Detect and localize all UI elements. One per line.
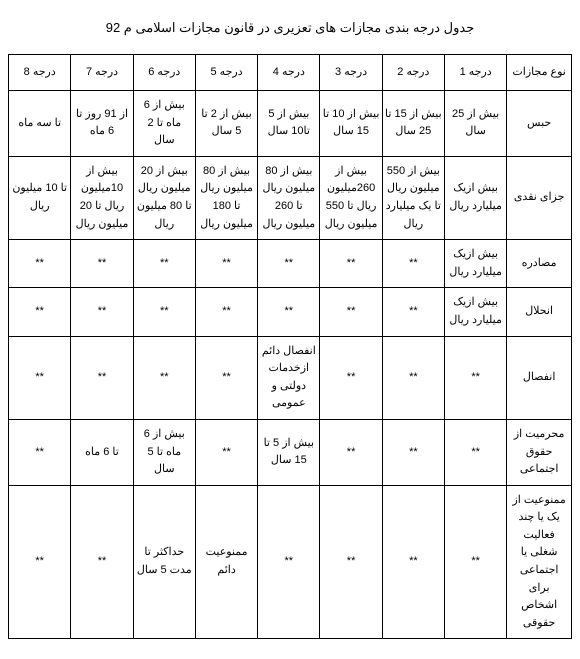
table-header-row: نوع مجازات درجه 1 درجه 2 درجه 3 درجه 4 د…	[9, 55, 572, 91]
cell: بیش از 2 تا 5 سال	[195, 91, 257, 157]
punishment-table: نوع مجازات درجه 1 درجه 2 درجه 3 درجه 4 د…	[8, 54, 572, 639]
col-header-deg6: درجه 6	[133, 55, 195, 91]
cell: بیش از 15 تا 25 سال	[382, 91, 444, 157]
cell: **	[258, 240, 320, 288]
cell: **	[9, 336, 71, 419]
cell: **	[444, 419, 506, 485]
cell: بیش از 10 تا 15 سال	[320, 91, 382, 157]
col-header-type: نوع مجازات	[507, 55, 572, 91]
col-header-deg2: درجه 2	[382, 55, 444, 91]
cell: **	[9, 419, 71, 485]
cell: **	[9, 240, 71, 288]
cell: بیش از 5 تا10 سال	[258, 91, 320, 157]
cell: **	[382, 419, 444, 485]
cell: **	[258, 288, 320, 336]
table-row: جزای نقدی بیش ازیک میلیارد ریال بیش از 5…	[9, 156, 572, 239]
cell: **	[71, 485, 133, 639]
col-header-deg4: درجه 4	[258, 55, 320, 91]
cell: بیش از 80 میلیون ریال تا 260 میلیون ریال	[258, 156, 320, 239]
row-type: محرمیت از حقوق اجتماعی	[507, 419, 572, 485]
cell: **	[320, 240, 382, 288]
cell: **	[133, 288, 195, 336]
cell: **	[444, 336, 506, 419]
cell: تا سه ماه	[9, 91, 71, 157]
cell: **	[382, 485, 444, 639]
table-row: انحلال بیش ازیک میلیارد ریال ** ** ** **…	[9, 288, 572, 336]
row-type: انحلال	[507, 288, 572, 336]
col-header-deg1: درجه 1	[444, 55, 506, 91]
cell: حداکثر تا مدت 5 سال	[133, 485, 195, 639]
table-row: حبس بیش از 25 سال بیش از 15 تا 25 سال بی…	[9, 91, 572, 157]
cell: **	[258, 485, 320, 639]
col-header-deg5: درجه 5	[195, 55, 257, 91]
table-title: جدول درجه بندی مجازات های تعزیری در قانو…	[8, 8, 572, 54]
cell: **	[320, 288, 382, 336]
cell: **	[320, 485, 382, 639]
col-header-deg3: درجه 3	[320, 55, 382, 91]
row-type: حبس	[507, 91, 572, 157]
cell: **	[320, 419, 382, 485]
table-row: مصادره بیش ازیک میلیارد ریال ** ** ** **…	[9, 240, 572, 288]
cell: **	[71, 336, 133, 419]
table-body: حبس بیش از 25 سال بیش از 15 تا 25 سال بی…	[9, 91, 572, 639]
cell: **	[382, 240, 444, 288]
cell: تا 6 ماه	[71, 419, 133, 485]
cell: تا 10 میلیون ریال	[9, 156, 71, 239]
table-row: ممنوعیت از یک یا چند فعالیت شغلی یا اجتم…	[9, 485, 572, 639]
cell: **	[133, 336, 195, 419]
cell: بیش از 260میلیون ریال تا 550 میلیون ریال	[320, 156, 382, 239]
cell: بیش از 6 ماه تا 5 سال	[133, 419, 195, 485]
cell: **	[195, 288, 257, 336]
cell: **	[195, 336, 257, 419]
cell: بیش از 25 سال	[444, 91, 506, 157]
cell: **	[195, 240, 257, 288]
cell: بیش از 10میلیون ریال تا 20 میلیون ریال	[71, 156, 133, 239]
cell: **	[320, 336, 382, 419]
row-type: انفصال	[507, 336, 572, 419]
cell: **	[444, 485, 506, 639]
cell: بیش از 80 میلیون ریال تا 180 میلیون ریال	[195, 156, 257, 239]
cell: از 91 روز تا 6 ماه	[71, 91, 133, 157]
cell: بیش از 6 ماه تا 2 سال	[133, 91, 195, 157]
cell: بیش ازیک میلیارد ریال	[444, 288, 506, 336]
cell: بیش از 20 میلیون ریال تا 80 میلیون ریال	[133, 156, 195, 239]
cell: **	[9, 288, 71, 336]
col-header-deg7: درجه 7	[71, 55, 133, 91]
cell: **	[9, 485, 71, 639]
row-type: جزای نقدی	[507, 156, 572, 239]
cell: **	[382, 288, 444, 336]
cell: بیش از 550 میلیون ریال تا یک میلیارد ریا…	[382, 156, 444, 239]
row-type: ممنوعیت از یک یا چند فعالیت شغلی یا اجتم…	[507, 485, 572, 639]
row-type: مصادره	[507, 240, 572, 288]
cell: **	[133, 240, 195, 288]
cell: ممنوعیت دائم	[195, 485, 257, 639]
cell: **	[71, 240, 133, 288]
cell: **	[195, 419, 257, 485]
table-row: انفصال ** ** ** انفصال دائم ازخدمات دولت…	[9, 336, 572, 419]
cell: **	[71, 288, 133, 336]
cell: بیش ازیک میلیارد ریال	[444, 156, 506, 239]
cell: بیش ازیک میلیارد ریال	[444, 240, 506, 288]
cell: انفصال دائم ازخدمات دولتی و عمومی	[258, 336, 320, 419]
cell: **	[382, 336, 444, 419]
col-header-deg8: درجه 8	[9, 55, 71, 91]
table-row: محرمیت از حقوق اجتماعی ** ** ** بیش از 5…	[9, 419, 572, 485]
cell: بیش از 5 تا 15 سال	[258, 419, 320, 485]
